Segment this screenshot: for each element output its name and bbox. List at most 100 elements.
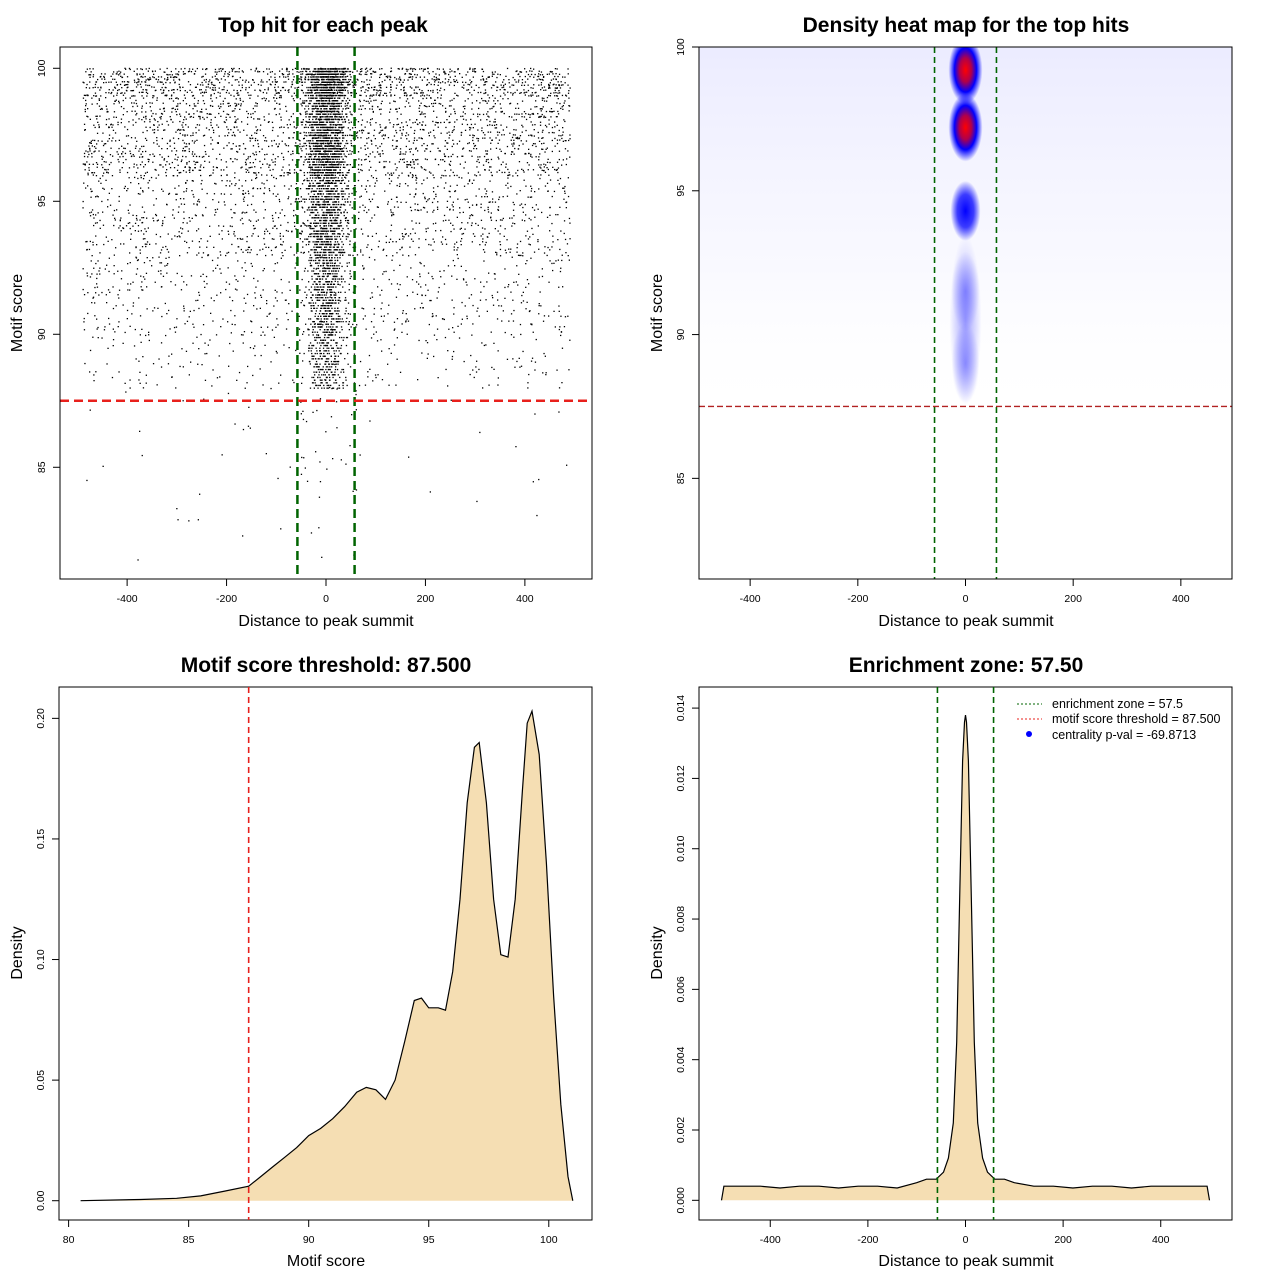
data-point — [290, 115, 292, 118]
data-point — [462, 148, 464, 150]
data-point — [366, 70, 369, 72]
data-point — [186, 162, 188, 164]
data-point — [449, 71, 451, 73]
data-point — [321, 78, 323, 81]
data-point — [145, 79, 147, 81]
data-point — [304, 76, 307, 78]
data-point — [323, 81, 325, 83]
data-point — [540, 110, 542, 112]
data-point — [336, 91, 339, 93]
data-point — [156, 97, 158, 99]
data-point — [112, 89, 114, 91]
data-point — [370, 100, 372, 102]
data-point — [145, 115, 147, 117]
data-point — [473, 70, 475, 72]
data-point — [539, 116, 541, 118]
data-point — [174, 158, 176, 160]
data-point — [162, 166, 164, 168]
data-point — [434, 158, 437, 160]
data-point — [226, 174, 228, 176]
data-point — [188, 142, 190, 145]
data-point — [470, 82, 472, 84]
data-point — [271, 159, 273, 161]
data-point — [347, 82, 349, 84]
data-point — [328, 161, 331, 163]
data-point — [532, 112, 534, 115]
data-point — [539, 115, 541, 118]
data-point — [327, 172, 329, 174]
data-point — [337, 145, 339, 147]
data-point — [525, 129, 527, 132]
data-point — [533, 76, 535, 78]
data-point — [237, 129, 239, 131]
data-point — [339, 137, 341, 139]
data-point — [340, 164, 342, 166]
data-point — [331, 116, 333, 118]
data-point — [124, 126, 126, 128]
data-point — [159, 108, 161, 110]
data-point — [530, 94, 532, 96]
data-point — [114, 100, 116, 102]
data-point — [315, 102, 318, 105]
data-point — [145, 84, 147, 86]
data-point — [525, 140, 528, 142]
data-point — [560, 84, 563, 86]
data-point — [119, 169, 121, 171]
data-point — [202, 84, 204, 86]
data-point — [281, 73, 283, 75]
data-point — [313, 84, 315, 86]
data-point — [546, 73, 548, 75]
data-point — [327, 81, 329, 83]
data-point — [394, 100, 396, 103]
data-point — [470, 86, 473, 88]
data-point — [199, 166, 202, 168]
data-point — [301, 76, 303, 78]
data-point — [538, 156, 540, 158]
data-point — [532, 87, 534, 89]
data-point — [389, 79, 391, 81]
data-point — [140, 86, 142, 88]
data-point — [279, 126, 281, 129]
data-point — [238, 148, 241, 150]
data-point — [489, 180, 491, 182]
data-point — [321, 110, 323, 113]
data-point — [333, 89, 335, 91]
data-point — [115, 99, 117, 101]
data-point — [320, 132, 322, 134]
data-point — [323, 76, 325, 78]
data-point — [343, 164, 345, 166]
data-point — [435, 76, 437, 79]
data-point — [536, 106, 538, 108]
data-point — [207, 86, 209, 88]
data-point — [323, 126, 325, 129]
data-point — [331, 153, 334, 155]
data-point — [96, 103, 98, 105]
data-point — [134, 137, 136, 139]
data-point — [489, 131, 492, 133]
data-point — [379, 76, 381, 79]
data-point — [427, 71, 429, 73]
data-point — [108, 89, 110, 91]
data-point — [500, 150, 502, 152]
data-point — [275, 90, 277, 92]
data-point — [195, 86, 197, 88]
data-point — [319, 148, 321, 150]
data-point — [264, 154, 266, 156]
data-point — [329, 180, 331, 182]
data-point — [479, 156, 481, 158]
data-point — [305, 94, 307, 97]
data-point — [272, 126, 274, 129]
data-point — [162, 92, 165, 94]
data-point — [325, 150, 328, 152]
data-point — [129, 152, 132, 155]
data-point — [315, 150, 317, 152]
data-point — [210, 97, 212, 100]
data-point — [301, 102, 304, 104]
data-point — [371, 95, 373, 97]
data-point — [324, 89, 326, 91]
data-point — [104, 73, 106, 75]
data-point — [328, 137, 330, 139]
data-point — [83, 163, 86, 165]
data-point — [306, 73, 308, 75]
data-point — [319, 124, 321, 126]
